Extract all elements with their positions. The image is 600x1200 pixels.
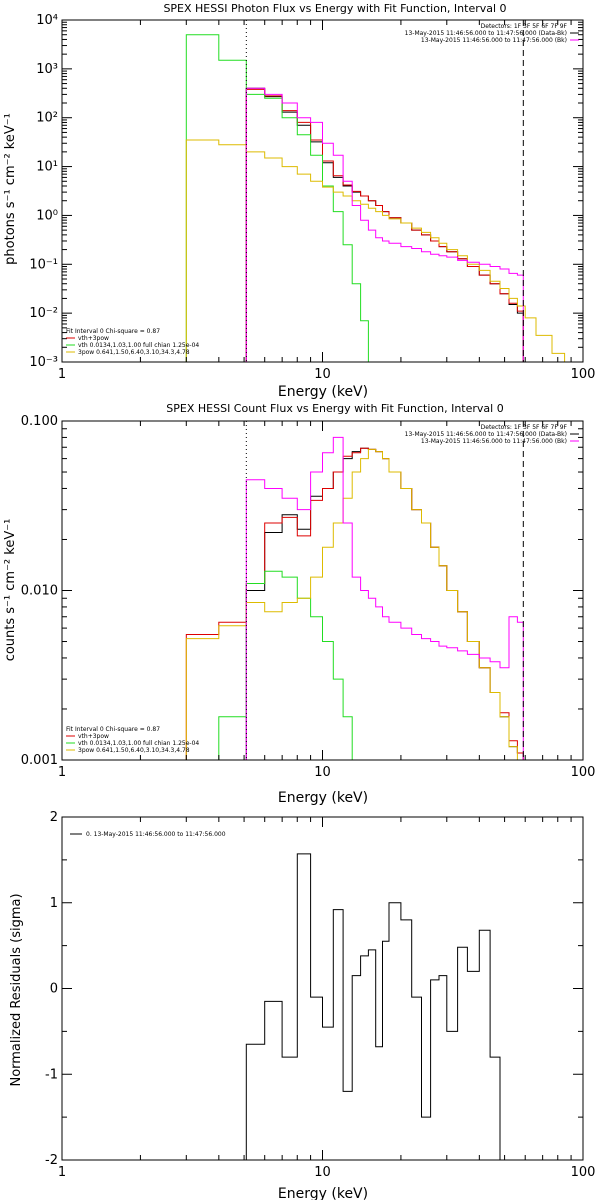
series-vth-line (185, 34, 380, 362)
fit-legend-entry: 3pow 0.641,1.50,6.40,3.10,34.3,4.78 (78, 747, 190, 754)
y-tick-label: 10⁰ (36, 208, 58, 223)
residuals-panel: Energy (keV) Normalized Residuals (sigma… (9, 810, 595, 1200)
y-tick-label: 10⁻¹ (29, 257, 58, 272)
fit-legend-entry: 3pow 0.641,1.50,6.40,3.10,34.3,4.78 (78, 349, 190, 356)
series-data_bk-line (245, 447, 524, 760)
x-tick-label: 1 (58, 765, 66, 780)
y-tick-label: 2 (50, 810, 58, 825)
series-model_total-line (185, 447, 524, 760)
photon-flux-x-label: Energy (keV) (278, 384, 368, 400)
count-flux-x-label: Energy (keV) (278, 790, 368, 806)
photon-flux-panel: SPEX HESSI Photon Flux vs Energy with Fi… (3, 2, 595, 400)
legend-entry: 13-May-2015 11:46:56.000 to 11:47:56.000… (421, 438, 567, 445)
series-model_total-line (245, 88, 524, 362)
series-residuals-line (245, 853, 524, 1160)
photon-flux-title: SPEX HESSI Photon Flux vs Energy with Fi… (163, 2, 506, 15)
count-flux-panel: SPEX HESSI Count Flux vs Energy with Fit… (3, 402, 595, 806)
fit-legend-entry: Fit Interval 0 Chi-square = 0.87 (66, 328, 160, 335)
residuals-y-label: Normalized Residuals (sigma) (9, 893, 24, 1086)
y-tick-label: 10⁴ (36, 13, 58, 28)
y-tick-label: 10⁻² (29, 306, 58, 321)
x-tick-label: 100 (571, 765, 596, 780)
count-flux-y-label: counts s⁻¹ cm⁻² keV⁻¹ (3, 519, 18, 662)
fit-legend-entry: vth+3pow (78, 733, 109, 740)
fit-legend-entry: vth+3pow (78, 335, 109, 342)
x-tick-label: 100 (571, 1165, 596, 1180)
y-tick-label: -1 (45, 1067, 58, 1082)
plot-frame (61, 19, 584, 363)
fit-legend-entry: vth 0.0134,1.03,1.00 full chian 1.25e-04 (78, 740, 199, 747)
fit-legend-entry: vth 0.0134,1.03,1.00 full chian 1.25e-04 (78, 342, 199, 349)
y-tick-label: 10² (36, 111, 58, 126)
y-tick-label: 0.010 (21, 584, 58, 599)
y-tick-label: 10³ (36, 62, 58, 77)
photon-flux-y-label: photons s⁻¹ cm⁻² keV⁻¹ (3, 113, 18, 265)
series-bk-line (245, 87, 524, 362)
residuals-x-label: Energy (keV) (278, 1186, 368, 1200)
legend-entry: 13-May-2015 11:46:56.000 to 11:47:56.000… (405, 30, 567, 37)
y-tick-label: -2 (45, 1153, 58, 1168)
x-tick-label: 10 (314, 765, 331, 780)
y-tick-label: 0.100 (21, 414, 58, 429)
y-tick-label: 0.001 (21, 753, 58, 768)
legend-entry: 13-May-2015 11:46:56.000 to 11:47:56.000… (405, 431, 567, 438)
series-pow-line (185, 139, 566, 362)
plot-frame (61, 816, 584, 1161)
legend-entry: Detectors: 1F 3F 5F 6F 7F 9F (481, 424, 568, 431)
fit-legend-entry: Fit Interval 0 Chi-square = 0.87 (66, 726, 160, 733)
y-tick-label: 1 (50, 896, 58, 911)
count-flux-title: SPEX HESSI Count Flux vs Energy with Fit… (166, 402, 503, 415)
legend-entry: 0. 13-May-2015 11:46:56.000 to 11:47:56.… (86, 831, 226, 838)
x-tick-label: 1 (58, 367, 66, 382)
x-tick-label: 10 (314, 367, 331, 382)
y-tick-label: 0 (50, 982, 58, 997)
series-vth-line (218, 570, 373, 760)
x-tick-label: 10 (314, 1165, 331, 1180)
legend-entry: 13-May-2015 11:46:56.000 to 11:47:56.000… (421, 37, 567, 44)
y-tick-label: 10¹ (36, 160, 58, 175)
x-tick-label: 1 (58, 1165, 66, 1180)
x-tick-label: 100 (571, 367, 596, 382)
series-bk-line (245, 436, 524, 760)
series-data_bk-line (245, 87, 524, 362)
y-tick-label: 10⁻³ (29, 355, 58, 370)
series-pow-line (185, 448, 536, 760)
legend-entry: Detectors: 1F 3F 5F 6F 7F 9F (481, 23, 568, 30)
